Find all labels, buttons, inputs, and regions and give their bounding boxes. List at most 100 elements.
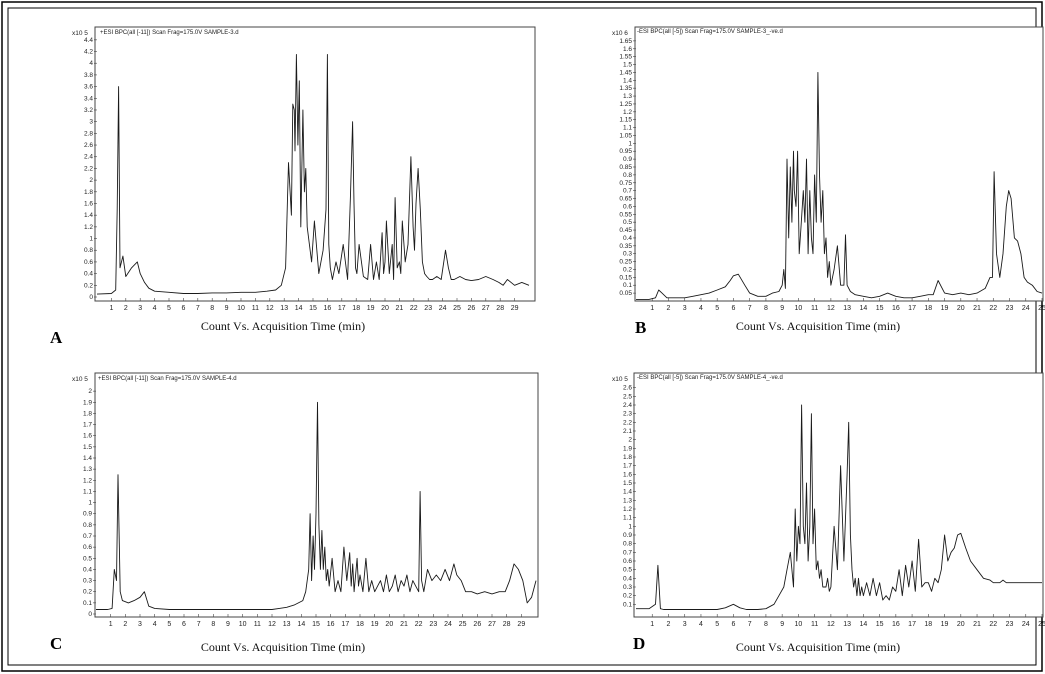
x-tick-label: 1 [109, 305, 113, 312]
x-tick-label: 9 [225, 305, 229, 312]
y-tick-label: 0.2 [84, 282, 93, 289]
x-tick-label: 14 [859, 621, 867, 628]
inner-border [7, 7, 1037, 666]
y-tick-label: 0.9 [623, 532, 632, 539]
y-tick-label: 1.35 [619, 85, 632, 92]
y-tick-label: 0.7 [623, 549, 632, 556]
y-tick-label: 0.25 [619, 259, 632, 266]
x-tick-label: 12 [268, 621, 276, 628]
y-tick-label: 1.5 [623, 62, 632, 69]
y-tick-label: 3.6 [84, 84, 93, 91]
y-tick-label: 1.1 [623, 125, 632, 132]
x-tick-label: 11 [811, 305, 818, 312]
y-tick-label: 2 [628, 437, 632, 444]
y-tick-label: 0.8 [623, 172, 632, 179]
y-tick-label: 1.9 [623, 445, 632, 452]
panels: +ESI BPC(all [-11]) Scan Frag=175.0V SAM… [50, 26, 1045, 654]
y-tick-label: 0.3 [83, 578, 92, 585]
x-tick-label: 13 [283, 621, 291, 628]
x-tick-label: 17 [341, 621, 349, 628]
x-tick-label: 7 [196, 305, 200, 312]
x-tick-label: 20 [381, 305, 389, 312]
x-tick-label: 11 [254, 621, 261, 628]
y-tick-label: 1.8 [623, 454, 632, 461]
chart-panel-c: +ESI BPC(all [-11]) Scan Frag=175.0V SAM… [50, 372, 539, 654]
y-tick-label: 0.45 [619, 227, 632, 234]
x-tick-label: 24 [439, 305, 447, 312]
x-tick-label: 19 [371, 621, 379, 628]
y-multiplier: x10 5 [72, 376, 88, 383]
x-tick-label: 25 [459, 621, 467, 628]
x-tick-label: 7 [197, 621, 201, 628]
y-tick-label: 0.4 [623, 235, 632, 242]
x-tick-label: 17 [908, 305, 916, 312]
y-tick-label: 0.15 [619, 274, 632, 281]
y-tick-label: 1.2 [623, 109, 632, 116]
x-tick-label: 5 [167, 305, 171, 312]
x-tick-label: 29 [511, 305, 519, 312]
y-tick-label: 0.8 [84, 247, 93, 254]
y-tick-label: 0.8 [623, 541, 632, 548]
x-tick-label: 18 [352, 305, 360, 312]
x-tick-label: 24 [1022, 305, 1030, 312]
y-tick-label: 1.5 [83, 444, 92, 451]
y-tick-label: 3.4 [84, 95, 93, 102]
x-tick-label: 18 [356, 621, 364, 628]
y-tick-label: 2.2 [623, 419, 632, 426]
chart-header: -ESI BPC(all [-5]) Scan Frag=175.0V SAMP… [637, 29, 783, 35]
x-axis-label: Count Vs. Acquisition Time (min) [201, 640, 365, 654]
y-tick-label: 0.3 [623, 584, 632, 591]
chromatogram-trace [636, 71, 1043, 300]
x-tick-label: 15 [312, 621, 320, 628]
x-tick-label: 22 [415, 621, 423, 628]
panel-letter: C [50, 634, 62, 653]
y-tick-label: 1.2 [623, 506, 632, 513]
y-tick-label: 0.1 [83, 600, 92, 607]
x-tick-label: 17 [908, 621, 916, 628]
y-tick-label: 0.2 [623, 593, 632, 600]
y-tick-label: 1.25 [619, 101, 632, 108]
x-tick-label: 16 [892, 305, 900, 312]
x-tick-label: 24 [444, 621, 452, 628]
y-tick-label: 2 [88, 388, 92, 395]
y-tick-label: 4 [89, 60, 93, 67]
plot-frame [634, 26, 1044, 302]
y-tick-label: 1.3 [83, 466, 92, 473]
x-tick-label: 12 [827, 621, 835, 628]
y-tick-label: 1.7 [83, 422, 92, 429]
y-tick-label: 0.6 [83, 544, 92, 551]
y-tick-label: 1 [628, 523, 632, 530]
x-tick-label: 14 [297, 621, 305, 628]
x-tick-label: 27 [482, 305, 490, 312]
x-tick-label: 23 [424, 305, 432, 312]
y-tick-label: 3 [89, 119, 93, 126]
x-tick-label: 6 [181, 305, 185, 312]
y-tick-label: 0.5 [623, 219, 632, 226]
y-tick-label: 1.9 [83, 399, 92, 406]
y-tick-label: 0.9 [623, 156, 632, 163]
y-tick-label: 0.6 [623, 558, 632, 565]
chart-panel-a: +ESI BPC(all [-11]) Scan Frag=175.0V SAM… [50, 26, 536, 347]
x-tick-label: 26 [473, 621, 481, 628]
x-tick-label: 16 [324, 305, 332, 312]
y-tick-label: 1.2 [84, 224, 93, 231]
x-tick-label: 6 [731, 621, 735, 628]
y-tick-label: 1.55 [619, 54, 632, 61]
y-tick-label: 1.1 [623, 515, 632, 522]
y-tick-label: 2 [89, 177, 93, 184]
y-tick-label: 0.85 [619, 164, 632, 171]
y-tick-label: 0.7 [623, 188, 632, 195]
chart-header: +ESI BPC(all [-11]) Scan Frag=175.0V SAM… [100, 30, 239, 36]
x-tick-label: 16 [892, 621, 900, 628]
y-tick-label: 0.4 [84, 271, 93, 278]
y-tick-label: 1.1 [83, 488, 92, 495]
y-multiplier: x10 6 [612, 30, 628, 37]
plot-frame [633, 372, 1044, 618]
y-tick-label: 0.1 [623, 601, 632, 608]
y-tick-label: 1.2 [83, 477, 92, 484]
x-axis-label: Count Vs. Acquisition Time (min) [736, 319, 900, 333]
x-tick-label: 22 [989, 305, 997, 312]
x-tick-label: 12 [266, 305, 274, 312]
